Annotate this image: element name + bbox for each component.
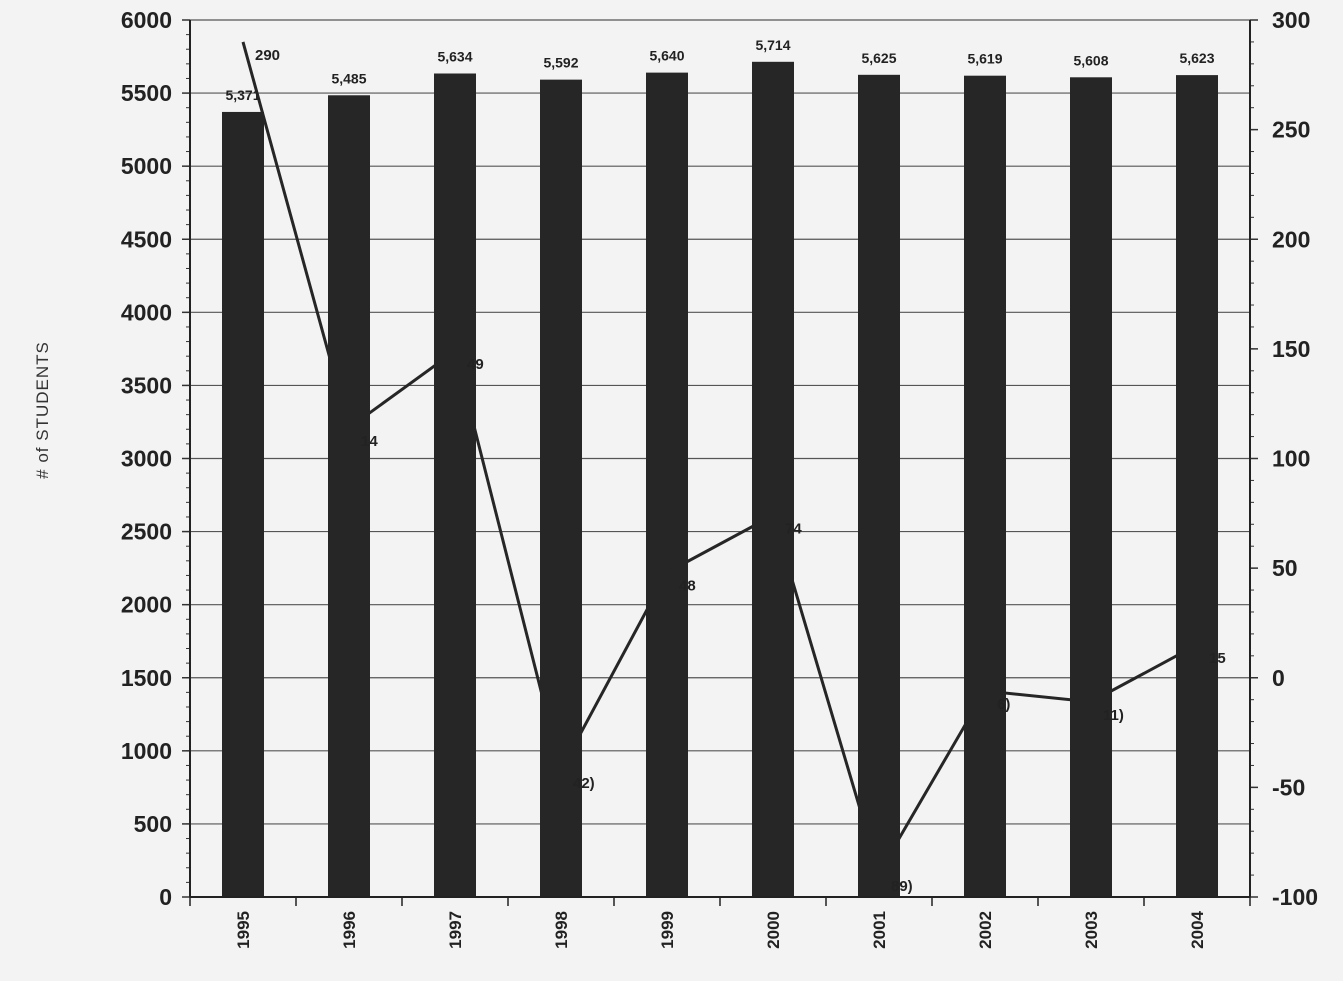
y-tick-label: 0 (159, 884, 172, 910)
y-tick-label: 3500 (121, 372, 172, 398)
line-data-label: 6) (997, 696, 1010, 713)
y-tick-label: 2500 (121, 519, 172, 545)
x-tick-label: 1995 (234, 911, 253, 949)
x-tick-label: 2000 (764, 911, 783, 949)
axis-layer: 0500100015002000250030003500400045005000… (121, 7, 1318, 949)
y-axis-label: # of STUDENTS (33, 341, 52, 479)
bar-data-label: 5,634 (437, 48, 472, 64)
y2-tick-label: 50 (1272, 555, 1298, 581)
y-tick-label: 5000 (121, 153, 172, 179)
line-data-label: 11) (1103, 707, 1124, 724)
bar-data-label: 5,619 (967, 51, 1002, 67)
y-tick-label: 6000 (121, 7, 172, 33)
x-tick-label: 1998 (552, 911, 571, 949)
line-data-label: 74 (785, 521, 802, 538)
x-tick-label: 2003 (1082, 911, 1101, 949)
bar-data-label: 5,625 (861, 50, 896, 66)
bar-data-label: 5,371 (225, 87, 260, 103)
label-layer: 5,371 5,485 5,634 5,592 5,640 5,714 5,625 5,619… (225, 37, 1225, 895)
line-layer (241, 41, 1198, 877)
y2-tick-label: 0 (1272, 665, 1285, 691)
x-tick-label: 1996 (340, 911, 359, 949)
bar (1070, 77, 1112, 897)
bar (1176, 75, 1218, 897)
bar (858, 74, 900, 897)
x-tick-label: 2002 (976, 911, 995, 949)
y-tick-label: 1500 (121, 665, 172, 691)
line-data-label: 89) (891, 878, 913, 895)
bar (752, 61, 794, 898)
line-data-label: 290 (255, 47, 280, 64)
y2-tick-label: -100 (1272, 884, 1318, 910)
bar-data-label: 5,714 (755, 37, 790, 53)
bar (222, 111, 264, 897)
y-tick-label: 500 (134, 811, 172, 837)
bar (540, 79, 582, 898)
bar-data-label: 5,485 (331, 70, 366, 86)
x-tick-label: 1999 (658, 911, 677, 949)
x-tick-label: 2001 (870, 911, 889, 949)
line-series (241, 41, 1198, 877)
bar (328, 95, 370, 898)
bar (646, 72, 688, 898)
y-tick-label: 4500 (121, 226, 172, 252)
line-data-label: 48 (679, 578, 696, 595)
line-data-label: 42) (573, 775, 595, 792)
x-tick-label: 1997 (446, 911, 465, 949)
y2-tick-label: 250 (1272, 117, 1310, 143)
line-data-label: 14 (361, 433, 378, 450)
bar (434, 73, 476, 897)
y-tick-label: 4000 (121, 299, 172, 325)
bar-data-label: 5,623 (1179, 50, 1214, 66)
y-tick-label: 5500 (121, 80, 172, 106)
y2-tick-label: 100 (1272, 446, 1310, 472)
y2-tick-label: 200 (1272, 226, 1310, 252)
bar-data-label: 5,608 (1073, 52, 1108, 68)
y2-tick-label: 300 (1272, 7, 1310, 33)
y2-tick-label: -50 (1272, 774, 1305, 800)
x-tick-label: 2004 (1188, 910, 1207, 948)
bar-layer (222, 61, 1218, 898)
bar (964, 75, 1006, 897)
y2-tick-label: 150 (1272, 336, 1310, 362)
y-tick-label: 1000 (121, 738, 172, 764)
line-data-label: 15 (1209, 650, 1226, 667)
bar-data-label: 5,592 (543, 55, 578, 71)
bar-data-label: 5,640 (649, 48, 684, 64)
line-data-label: 49 (467, 356, 484, 373)
y-tick-label: 2000 (121, 592, 172, 618)
y-tick-label: 3000 (121, 446, 172, 472)
